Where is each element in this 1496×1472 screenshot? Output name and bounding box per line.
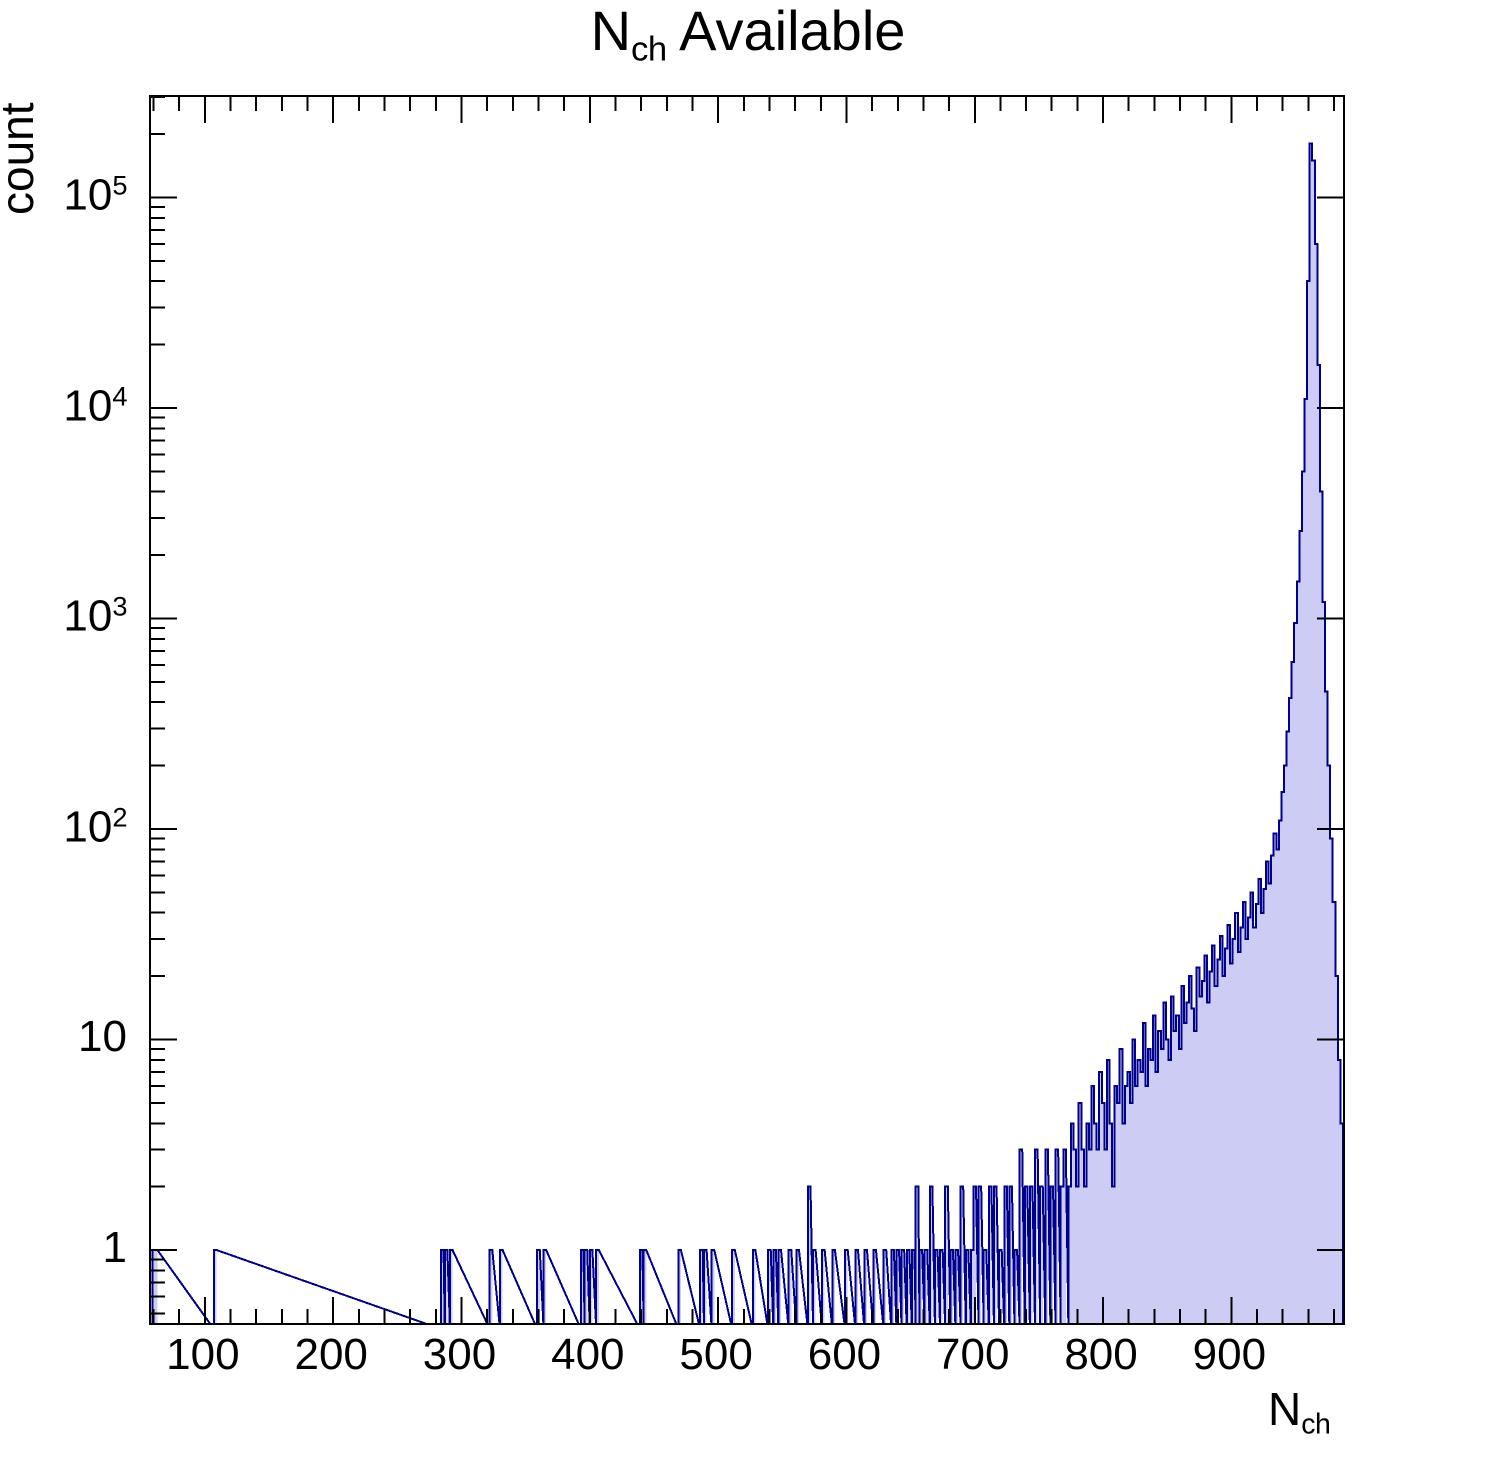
y-axis-tick-label: 102 xyxy=(63,801,127,852)
x-axis-tick-label: 300 xyxy=(422,1330,497,1379)
x-axis-title: Nch xyxy=(1268,1382,1331,1442)
x-axis-tick-label: 600 xyxy=(807,1330,882,1379)
histogram-fill xyxy=(152,143,1343,1323)
chart-title: Nch Available xyxy=(0,0,1496,69)
histogram-canvas xyxy=(151,97,1343,1323)
x-axis-title-subscript: ch xyxy=(1301,1408,1331,1441)
x-axis-tick-label: 900 xyxy=(1192,1330,1267,1379)
chart-title-rest: Available xyxy=(666,0,906,62)
x-axis-tick-label: 400 xyxy=(551,1330,625,1379)
y-axis-tick-label: 104 xyxy=(63,380,127,431)
x-axis-tick-label: 200 xyxy=(294,1330,368,1379)
x-axis-tick-label: 500 xyxy=(679,1330,753,1379)
y-axis-tick-label: 1 xyxy=(102,1222,127,1272)
plot-frame xyxy=(149,95,1345,1325)
x-axis-tick-label: 800 xyxy=(1064,1330,1138,1379)
chart-title-subscript: ch xyxy=(631,30,667,69)
x-axis-tick-label: 700 xyxy=(936,1330,1010,1379)
chart-title-base: N xyxy=(590,0,632,62)
x-axis-title-base: N xyxy=(1268,1383,1302,1435)
histogram-outline xyxy=(151,142,1343,1323)
y-axis-tick-label: 105 xyxy=(63,169,127,220)
y-axis-tick-label: 10 xyxy=(78,1012,127,1062)
histogram-series xyxy=(151,142,1343,1323)
y-axis-tick-label: 103 xyxy=(63,590,127,641)
x-axis-tick-label: 100 xyxy=(166,1330,240,1379)
x-axis-ticks xyxy=(152,97,1336,1323)
